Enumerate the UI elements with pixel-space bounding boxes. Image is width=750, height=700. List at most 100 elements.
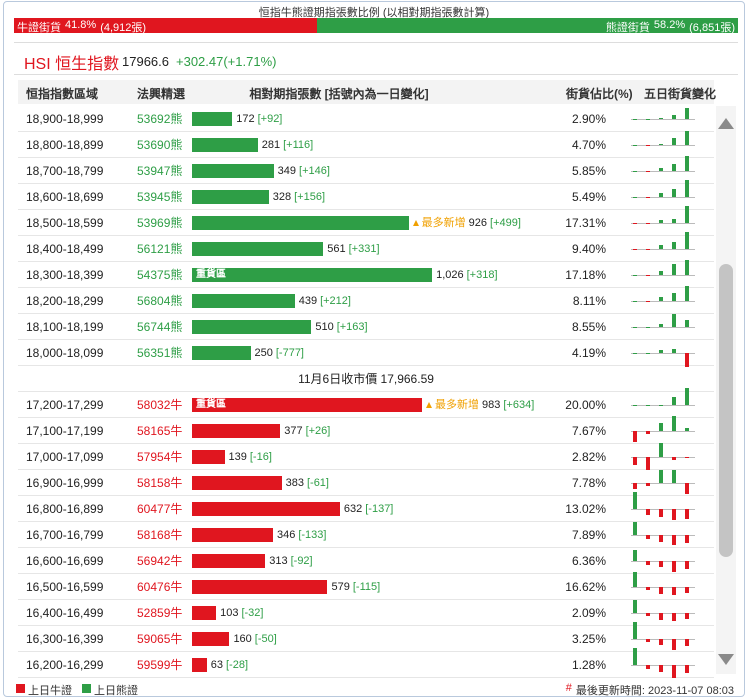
count-label: 383 [-61]	[286, 470, 329, 496]
product-code[interactable]: 60476牛	[137, 580, 183, 594]
five-day-bar	[646, 639, 650, 642]
five-day-bar	[672, 164, 676, 171]
spark-baseline	[631, 639, 695, 640]
count-label: 1,026 [+318]	[436, 262, 497, 288]
range: 16,300-16,399	[26, 632, 104, 646]
contract-bar	[192, 502, 340, 516]
five-day-bar	[672, 114, 676, 119]
count-label: 最多新增 926 [+499]	[412, 210, 521, 236]
five-day-bar	[685, 639, 689, 646]
five-day-bar	[646, 171, 650, 173]
five-day-bar	[685, 457, 689, 459]
table-row: 16,900-16,999 58158牛 383 [-61] 7.78%	[18, 470, 714, 496]
five-day-bar	[646, 145, 650, 147]
table-header: 恒指指數區域 法興精選 相對期指張數 [括號內為一日變化] 街貨佔比(%) 五日街貨變化	[18, 80, 716, 104]
product-code[interactable]: 56804熊	[137, 294, 183, 308]
share: 2.82%	[571, 450, 606, 464]
scroll-up[interactable]	[718, 118, 734, 129]
count-label: 561 [+331]	[327, 236, 379, 262]
contract-bar	[192, 320, 312, 334]
five-day-bar	[659, 535, 663, 542]
range: 17,100-17,199	[26, 424, 104, 438]
five-day-bar	[685, 259, 689, 275]
contract-bar	[192, 450, 225, 464]
spark-baseline	[631, 535, 695, 536]
five-day-bar	[685, 509, 689, 519]
day-change: [-28]	[225, 659, 248, 671]
table-row: 17,200-17,299 58032牛 重貨區 最多新增 983 [+634] 20.00…	[18, 388, 714, 418]
scroll-thumb[interactable]	[719, 264, 733, 557]
product-code[interactable]: 53969熊	[137, 216, 183, 230]
product-code[interactable]: 53945熊	[137, 190, 183, 204]
product-code[interactable]: 59065牛	[137, 632, 183, 646]
table-row: 18,200-18,299 56804熊 439 [+212] 8.11%	[18, 285, 714, 314]
product-code[interactable]: 58158牛	[137, 476, 183, 490]
product-code[interactable]: 58168牛	[137, 528, 183, 542]
count: 439	[298, 295, 318, 307]
five-day-bar	[633, 119, 637, 120]
contract-bar	[192, 242, 324, 256]
count-label: 439 [+212]	[299, 288, 351, 314]
five-day-bar	[685, 320, 689, 327]
product-code[interactable]: 56121熊	[137, 242, 183, 256]
count-label: 139 [-16]	[229, 444, 272, 470]
five-day-bar	[633, 327, 637, 328]
spark-baseline	[631, 587, 695, 588]
count: 139	[228, 451, 247, 463]
badge: 最多新增	[412, 210, 466, 236]
product-code[interactable]: 53692熊	[137, 112, 183, 126]
product-code[interactable]: 56942牛	[137, 554, 183, 568]
share-share-label: 41.8%	[65, 19, 97, 31]
product-code[interactable]: 52859牛	[137, 606, 183, 620]
five-day-bar	[659, 613, 663, 620]
product-code[interactable]: 54375熊	[137, 268, 183, 282]
day-change: [-137]	[365, 503, 394, 515]
product-code[interactable]: 53947熊	[137, 164, 183, 178]
table-row: 18,100-18,199 56744熊 510 [+163] 8.55%	[18, 314, 714, 340]
range: 16,700-16,799	[26, 528, 104, 542]
badge: 最多新增	[426, 392, 479, 418]
table-row: 16,700-16,799 58168牛 346 [-133] 7.89%	[18, 522, 714, 548]
contract-bar: 重貨區	[192, 268, 433, 282]
share-share-label: 58.2%	[653, 19, 686, 31]
product-code[interactable]: 58165牛	[137, 424, 183, 438]
table-row: 18,500-18,599 53969熊 最多新增 926 [+499] 17.31%	[18, 206, 714, 236]
product-code[interactable]: 57954牛	[137, 450, 183, 464]
five-day-bar	[672, 639, 676, 651]
product-code[interactable]: 56351熊	[137, 346, 183, 360]
five-day-bar	[672, 218, 676, 223]
count: 103	[220, 607, 239, 619]
scroll-down[interactable]	[718, 654, 734, 665]
count: 346	[276, 529, 296, 541]
five-day-bar	[672, 457, 676, 460]
five-day-bar	[672, 415, 676, 431]
five-day-bar	[659, 422, 663, 431]
five-day-bar	[633, 492, 637, 509]
product-code[interactable]: 60477牛	[137, 502, 183, 516]
five-day-bar	[633, 275, 637, 276]
five-day-bar	[646, 119, 650, 120]
five-day-bar	[659, 168, 663, 171]
spark-baseline	[631, 327, 695, 328]
contract-bar	[192, 294, 295, 308]
product-code[interactable]: 58032牛	[137, 398, 183, 412]
five-day-bar	[659, 244, 663, 249]
share: 8.11%	[572, 294, 606, 308]
table-row: 18,700-18,799 53947熊 349 [+146] 5.85%	[18, 155, 714, 184]
share: 5.49%	[571, 190, 606, 204]
five-day-bar	[659, 192, 663, 197]
range: 16,200-16,299	[26, 658, 104, 672]
spark-baseline	[631, 197, 695, 198]
share: 17.31%	[565, 216, 606, 230]
share: 7.89%	[571, 528, 606, 542]
product-code[interactable]: 53690熊	[137, 138, 183, 152]
five-day-bar	[685, 535, 689, 544]
five-day-bar	[633, 223, 637, 225]
five-day-bar	[685, 180, 689, 197]
table-row: 16,300-16,399 59065牛 160 [-50] 3.25%	[18, 622, 714, 652]
product-code[interactable]: 59599牛	[137, 658, 183, 672]
day-change: [+318]	[466, 269, 498, 281]
product-code[interactable]: 56744熊	[137, 320, 183, 334]
day-change: [-133]	[298, 529, 327, 541]
bear-share-bar: 熊證街貨 58.2% (6,851張)	[316, 18, 738, 34]
